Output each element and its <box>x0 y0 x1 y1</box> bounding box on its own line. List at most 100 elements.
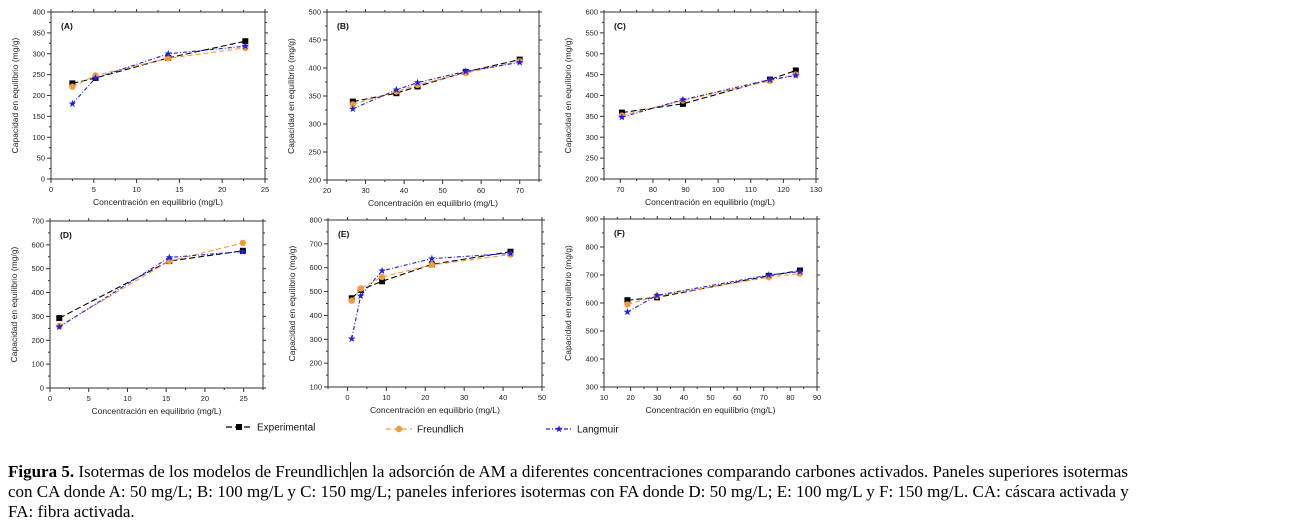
y-tick-label: 100 <box>309 383 322 392</box>
series-line-langmuir <box>71 45 246 105</box>
data-point-langmuir <box>766 75 774 83</box>
data-point-langmuir <box>765 271 773 279</box>
legend-label-experimental: Experimental <box>257 423 315 434</box>
data-point-experimental <box>242 38 249 45</box>
x-tick-label: 20 <box>218 185 226 194</box>
chart-panel-f: 10 20 30 40 50 60 70 80 90 300 400 500 600 700 800 900 C… <box>563 215 821 416</box>
y-tick-label: 250 <box>32 70 45 79</box>
data-point-langmuir <box>515 58 524 66</box>
panel-label: (A) <box>61 21 73 31</box>
plot-frame <box>327 219 543 388</box>
x-tick-label: 50 <box>706 393 714 402</box>
plot-frame <box>326 11 540 181</box>
x-tick-label: 40 <box>400 186 408 195</box>
data-point-langmuir <box>653 291 661 299</box>
panel-label: (E) <box>338 229 350 239</box>
y-tick-label: 300 <box>32 49 45 58</box>
caption-text: Isotermas de los modelos de Freundlich <box>78 462 349 481</box>
data-point-langmuir <box>623 308 632 316</box>
x-tick-label: 70 <box>516 186 524 195</box>
x-tick-label: 60 <box>733 393 741 402</box>
x-tick-label: 20 <box>201 394 209 403</box>
y-tick-label: 350 <box>308 92 321 101</box>
y-tick-label: 50 <box>37 154 45 163</box>
data-point-experimental <box>792 67 799 74</box>
y-tick-label: 150 <box>32 112 45 121</box>
x-tick-label: 10 <box>382 393 390 402</box>
y-tick-label: 700 <box>309 239 322 248</box>
plot-frame <box>603 11 817 180</box>
y-tick-label: 200 <box>309 359 322 368</box>
series-line-freundlich <box>72 47 246 88</box>
x-tick-label: 130 <box>810 185 823 194</box>
data-point-freundlich <box>349 101 357 108</box>
y-tick-label: 800 <box>585 243 598 252</box>
panel-label: (C) <box>614 21 626 31</box>
data-point-freundlich <box>378 273 386 281</box>
series-line-langmuir <box>627 271 801 313</box>
x-tick-label: 70 <box>616 185 624 194</box>
y-tick-label: 400 <box>31 288 44 297</box>
data-point-langmuir <box>392 85 401 94</box>
series-line-experimental <box>352 59 520 103</box>
series-line-langmuir <box>351 252 511 339</box>
data-point-experimental <box>69 80 76 87</box>
figure-panels: 0 5 10 15 20 25050100150200250300350400Concen… <box>9 8 823 436</box>
data-point-langmuir <box>378 266 386 275</box>
chart-panel-e: 0 10 20 30 40 50 100 200 300 400 500 600 700 800 Conce… <box>287 216 546 416</box>
legend-marker-langmuir <box>555 425 563 433</box>
x-tick-label: 5 <box>92 185 96 194</box>
x-axis-title: Concentración en equilibrio (mg/L) <box>92 406 222 416</box>
y-tick-label: 250 <box>585 154 598 163</box>
x-axis-title: Concentración en equilibrio (mg/L) <box>93 197 223 207</box>
x-tick-label: 30 <box>653 393 661 402</box>
y-tick-label: 500 <box>31 264 44 273</box>
data-point-freundlich <box>428 261 436 269</box>
caption-line-1: Figura 5. Isotermas de los modelos de Fr… <box>8 462 1304 482</box>
y-tick-label: 300 <box>308 120 321 129</box>
y-tick-label: 400 <box>585 355 598 364</box>
panel-label: (F) <box>614 228 625 238</box>
x-tick-label: 90 <box>813 393 821 402</box>
chart-legend: Experimental Freundlich Langmuir <box>226 423 619 436</box>
data-point-langmuir <box>349 104 357 113</box>
x-tick-label: 40 <box>680 393 688 402</box>
series-line-experimental <box>621 69 796 114</box>
data-point-langmuir <box>68 99 77 108</box>
y-tick-label: 200 <box>31 336 44 345</box>
series-line-langmuir <box>621 74 796 118</box>
y-tick-label: 500 <box>585 327 598 336</box>
data-point-experimental <box>56 315 63 322</box>
data-point-freundlich <box>239 239 247 247</box>
x-tick-label: 30 <box>460 393 468 402</box>
data-point-langmuir <box>462 67 470 75</box>
data-point-freundlich <box>348 297 355 304</box>
x-axis-title: Concentración en equilibrio (mg/L) <box>370 405 500 415</box>
data-point-experimental <box>624 297 631 304</box>
series-line-freundlich <box>627 273 801 305</box>
y-tick-label: 200 <box>32 91 45 100</box>
x-tick-label: 20 <box>626 393 634 402</box>
y-tick-label: 900 <box>585 215 598 224</box>
y-axis-title: Capacidad en equilibrio (mg/g) <box>10 37 20 153</box>
y-tick-label: 800 <box>309 216 322 225</box>
x-axis-title: Concentración en equilibrio (mg/L) <box>368 198 498 208</box>
y-tick-label: 300 <box>309 335 322 344</box>
y-tick-label: 450 <box>308 36 321 45</box>
data-point-langmuir <box>239 247 247 255</box>
y-tick-label: 300 <box>585 133 598 142</box>
x-tick-label: 40 <box>499 393 507 402</box>
series-line-freundlich <box>59 242 244 327</box>
y-tick-label: 100 <box>32 133 45 142</box>
plot-frame <box>603 218 818 388</box>
series-line-freundlich <box>351 254 511 301</box>
data-point-langmuir <box>55 322 64 331</box>
data-point-langmuir <box>356 291 365 300</box>
chart-panel-a: 0 5 10 15 20 25050100150200250300350400Concen… <box>10 8 269 208</box>
data-point-langmuir <box>792 71 800 79</box>
x-tick-label: 25 <box>261 185 269 194</box>
data-point-langmuir <box>413 78 422 86</box>
series-line-freundlich <box>621 74 796 117</box>
y-tick-label: 400 <box>309 311 322 320</box>
series-line-experimental <box>59 250 243 319</box>
